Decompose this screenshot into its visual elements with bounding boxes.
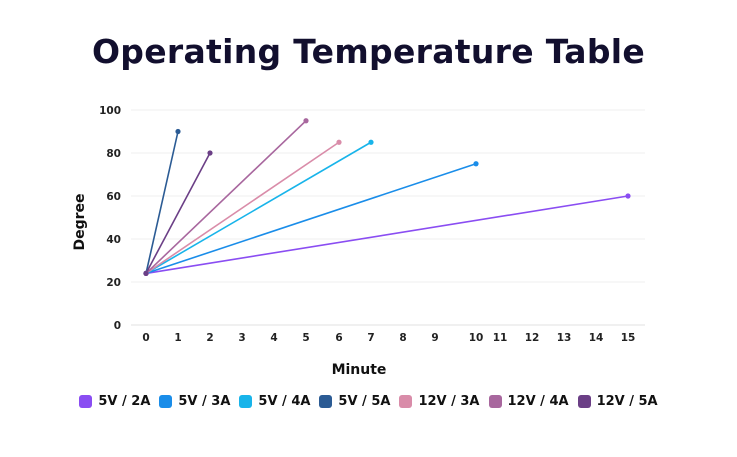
chart-title: Operating Temperature Table	[91, 32, 646, 71]
data-point-12v-5a	[207, 150, 213, 156]
legend-swatch	[577, 395, 591, 408]
x-tick-label: 13	[557, 332, 572, 344]
legend-item-12v-3a[interactable]: 12V / 3A	[399, 394, 480, 409]
legend-item-5v-2a[interactable]: 5V / 2A	[79, 394, 150, 409]
grid-lines	[131, 109, 645, 326]
legend-item-12v-4a[interactable]: 12V / 4A	[488, 394, 569, 409]
series-line-12v-4a	[145, 120, 307, 274]
data-point-5v-2a	[625, 193, 631, 199]
y-tick-label: 80	[106, 148, 121, 160]
legend-label: 5V / 3A	[178, 394, 231, 409]
data-point-12v-4a	[303, 118, 309, 124]
x-tick-label: 6	[335, 332, 342, 344]
legend-label: 5V / 5A	[338, 394, 391, 409]
series-line-5v-5a	[145, 131, 179, 274]
y-tick-label: 40	[106, 234, 121, 246]
x-tick-label: 14	[589, 332, 604, 344]
x-axis-label: Minute	[332, 362, 387, 378]
legend-label: 5V / 4A	[258, 394, 311, 409]
legend-item-5v-3a[interactable]: 5V / 3A	[159, 394, 230, 409]
x-tick-label: 5	[302, 332, 309, 344]
data-point-5v-4a	[368, 139, 374, 145]
legend-swatch	[399, 395, 413, 408]
x-tick-label: 10	[469, 332, 484, 344]
x-tick-label: 0	[142, 332, 149, 344]
x-tick-label: 9	[431, 332, 438, 344]
x-axis-ticks: 0 1 2 3 4 5 6 7 8 9 10 11 12 13 14 15	[142, 332, 635, 344]
legend-swatch	[159, 395, 173, 408]
legend-swatch	[488, 395, 502, 408]
data-point-12v-5a	[143, 270, 149, 276]
y-tick-label: 0	[114, 320, 121, 332]
data-point-5v-3a	[473, 161, 479, 167]
x-tick-label: 1	[174, 332, 181, 344]
legend-label: 5V / 2A	[98, 394, 151, 409]
y-axis-ticks: 0 20 40 60 80 100	[99, 105, 121, 332]
series-lines	[145, 120, 629, 275]
data-point-5v-5a	[175, 128, 181, 135]
x-tick-label: 11	[493, 332, 508, 344]
legend-swatch	[319, 395, 333, 408]
x-tick-label: 12	[525, 332, 540, 344]
series-points	[143, 118, 631, 276]
x-tick-label: 4	[270, 332, 277, 344]
data-point-12v-3a	[336, 139, 342, 145]
y-axis-label: Degree	[72, 193, 88, 250]
x-tick-label: 8	[399, 332, 406, 344]
legend-label: 12V / 5A	[596, 394, 658, 409]
legend: 5V / 2A 5V / 3A 5V / 4A 5V / 5A 12V / 3A 12V …	[0, 394, 737, 409]
y-tick-label: 100	[99, 105, 121, 117]
series-line-5v-3a	[145, 162, 477, 275]
series-line-12v-3a	[145, 141, 340, 275]
legend-swatch	[79, 395, 93, 408]
y-tick-label: 60	[106, 191, 121, 203]
x-tick-label: 7	[367, 332, 374, 344]
legend-item-12v-5a[interactable]: 12V / 5A	[577, 394, 658, 409]
x-tick-label: 2	[206, 332, 213, 344]
series-line-5v-2a	[145, 195, 629, 275]
legend-label: 12V / 3A	[418, 394, 480, 409]
series-line-12v-5a	[145, 152, 211, 274]
series-line-5v-4a	[145, 141, 372, 275]
y-tick-label: 20	[106, 277, 121, 289]
legend-item-5v-5a[interactable]: 5V / 5A	[319, 394, 390, 409]
legend-item-5v-4a[interactable]: 5V / 4A	[239, 394, 310, 409]
x-tick-label: 15	[621, 332, 636, 344]
x-tick-label: 3	[238, 332, 245, 344]
legend-swatch	[239, 395, 253, 408]
legend-label: 12V / 4A	[507, 394, 569, 409]
